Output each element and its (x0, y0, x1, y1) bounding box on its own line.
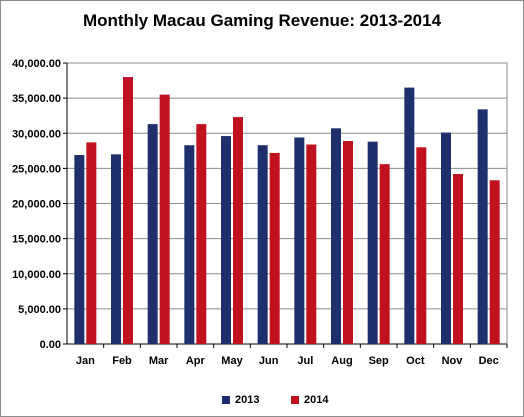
bar-2014-apr (196, 124, 207, 345)
x-tick-label-aug: Aug (331, 355, 352, 367)
x-tick-label-mar: Mar (149, 355, 169, 367)
x-tick-label-jun: Jun (259, 355, 279, 367)
legend-label-2013: 2013 (235, 394, 260, 406)
bar-2013-dec (477, 109, 488, 345)
bar-2014-jan (86, 142, 97, 344)
x-tick-label-dec: Dec (479, 355, 499, 367)
y-tick-label: 0.00 (40, 339, 61, 351)
chart-title: Monthly Macau Gaming Revenue: 2013-2014 (82, 11, 442, 30)
bar-2013-sep (367, 141, 378, 344)
bar-2014-feb (123, 77, 133, 345)
bar-2014-jun (269, 152, 280, 344)
x-tick-label-apr: Apr (186, 355, 206, 367)
x-tick-label-feb: Feb (112, 355, 132, 367)
bar-2014-sep (379, 164, 390, 344)
bar-2013-jun (257, 145, 268, 344)
y-tick-label: 5,000.00 (18, 304, 61, 316)
y-tick-label: 40,000.00 (12, 58, 61, 70)
bar-2013-jan (74, 155, 85, 344)
bar-2014-dec (489, 180, 500, 344)
legend: 2013 2014 (1, 394, 523, 410)
x-tick-label-may: May (221, 355, 243, 367)
bar-2013-feb (111, 154, 121, 344)
y-tick-label: 30,000.00 (12, 128, 61, 140)
bar-2014-aug (343, 140, 353, 344)
bar-2013-may (221, 136, 231, 344)
bar-2013-nov (441, 132, 451, 344)
bar-2014-may (233, 117, 243, 344)
bar-2013-oct (404, 87, 415, 345)
legend-swatch-2014 (291, 396, 299, 404)
legend-label-2014: 2014 (304, 394, 329, 406)
bar-2014-jul (306, 144, 317, 344)
y-tick-label: 10,000.00 (12, 269, 61, 281)
bar-2013-jul (294, 137, 305, 344)
bar-2013-apr (184, 145, 195, 344)
legend-swatch-2013 (222, 396, 230, 404)
x-tick-label-nov: Nov (442, 355, 464, 367)
x-tick-label-jan: Jan (76, 355, 95, 367)
y-tick-label: 15,000.00 (12, 234, 61, 246)
legend-item-2014: 2014 (291, 394, 328, 406)
bar-2014-oct (416, 147, 427, 344)
bar-2013-mar (147, 124, 158, 345)
y-tick-label: 20,000.00 (12, 199, 61, 211)
legend-item-2013: 2013 (222, 394, 259, 406)
bar-2014-mar (159, 94, 170, 344)
y-tick-label: 25,000.00 (12, 163, 61, 175)
bar-2014-nov (453, 173, 463, 344)
x-tick-label-sep: Sep (369, 355, 389, 367)
x-tick-label-jul: Jul (297, 355, 313, 367)
x-tick-label-oct: Oct (406, 355, 425, 367)
bar-2013-aug (331, 128, 341, 344)
y-tick-label: 35,000.00 (12, 93, 61, 105)
